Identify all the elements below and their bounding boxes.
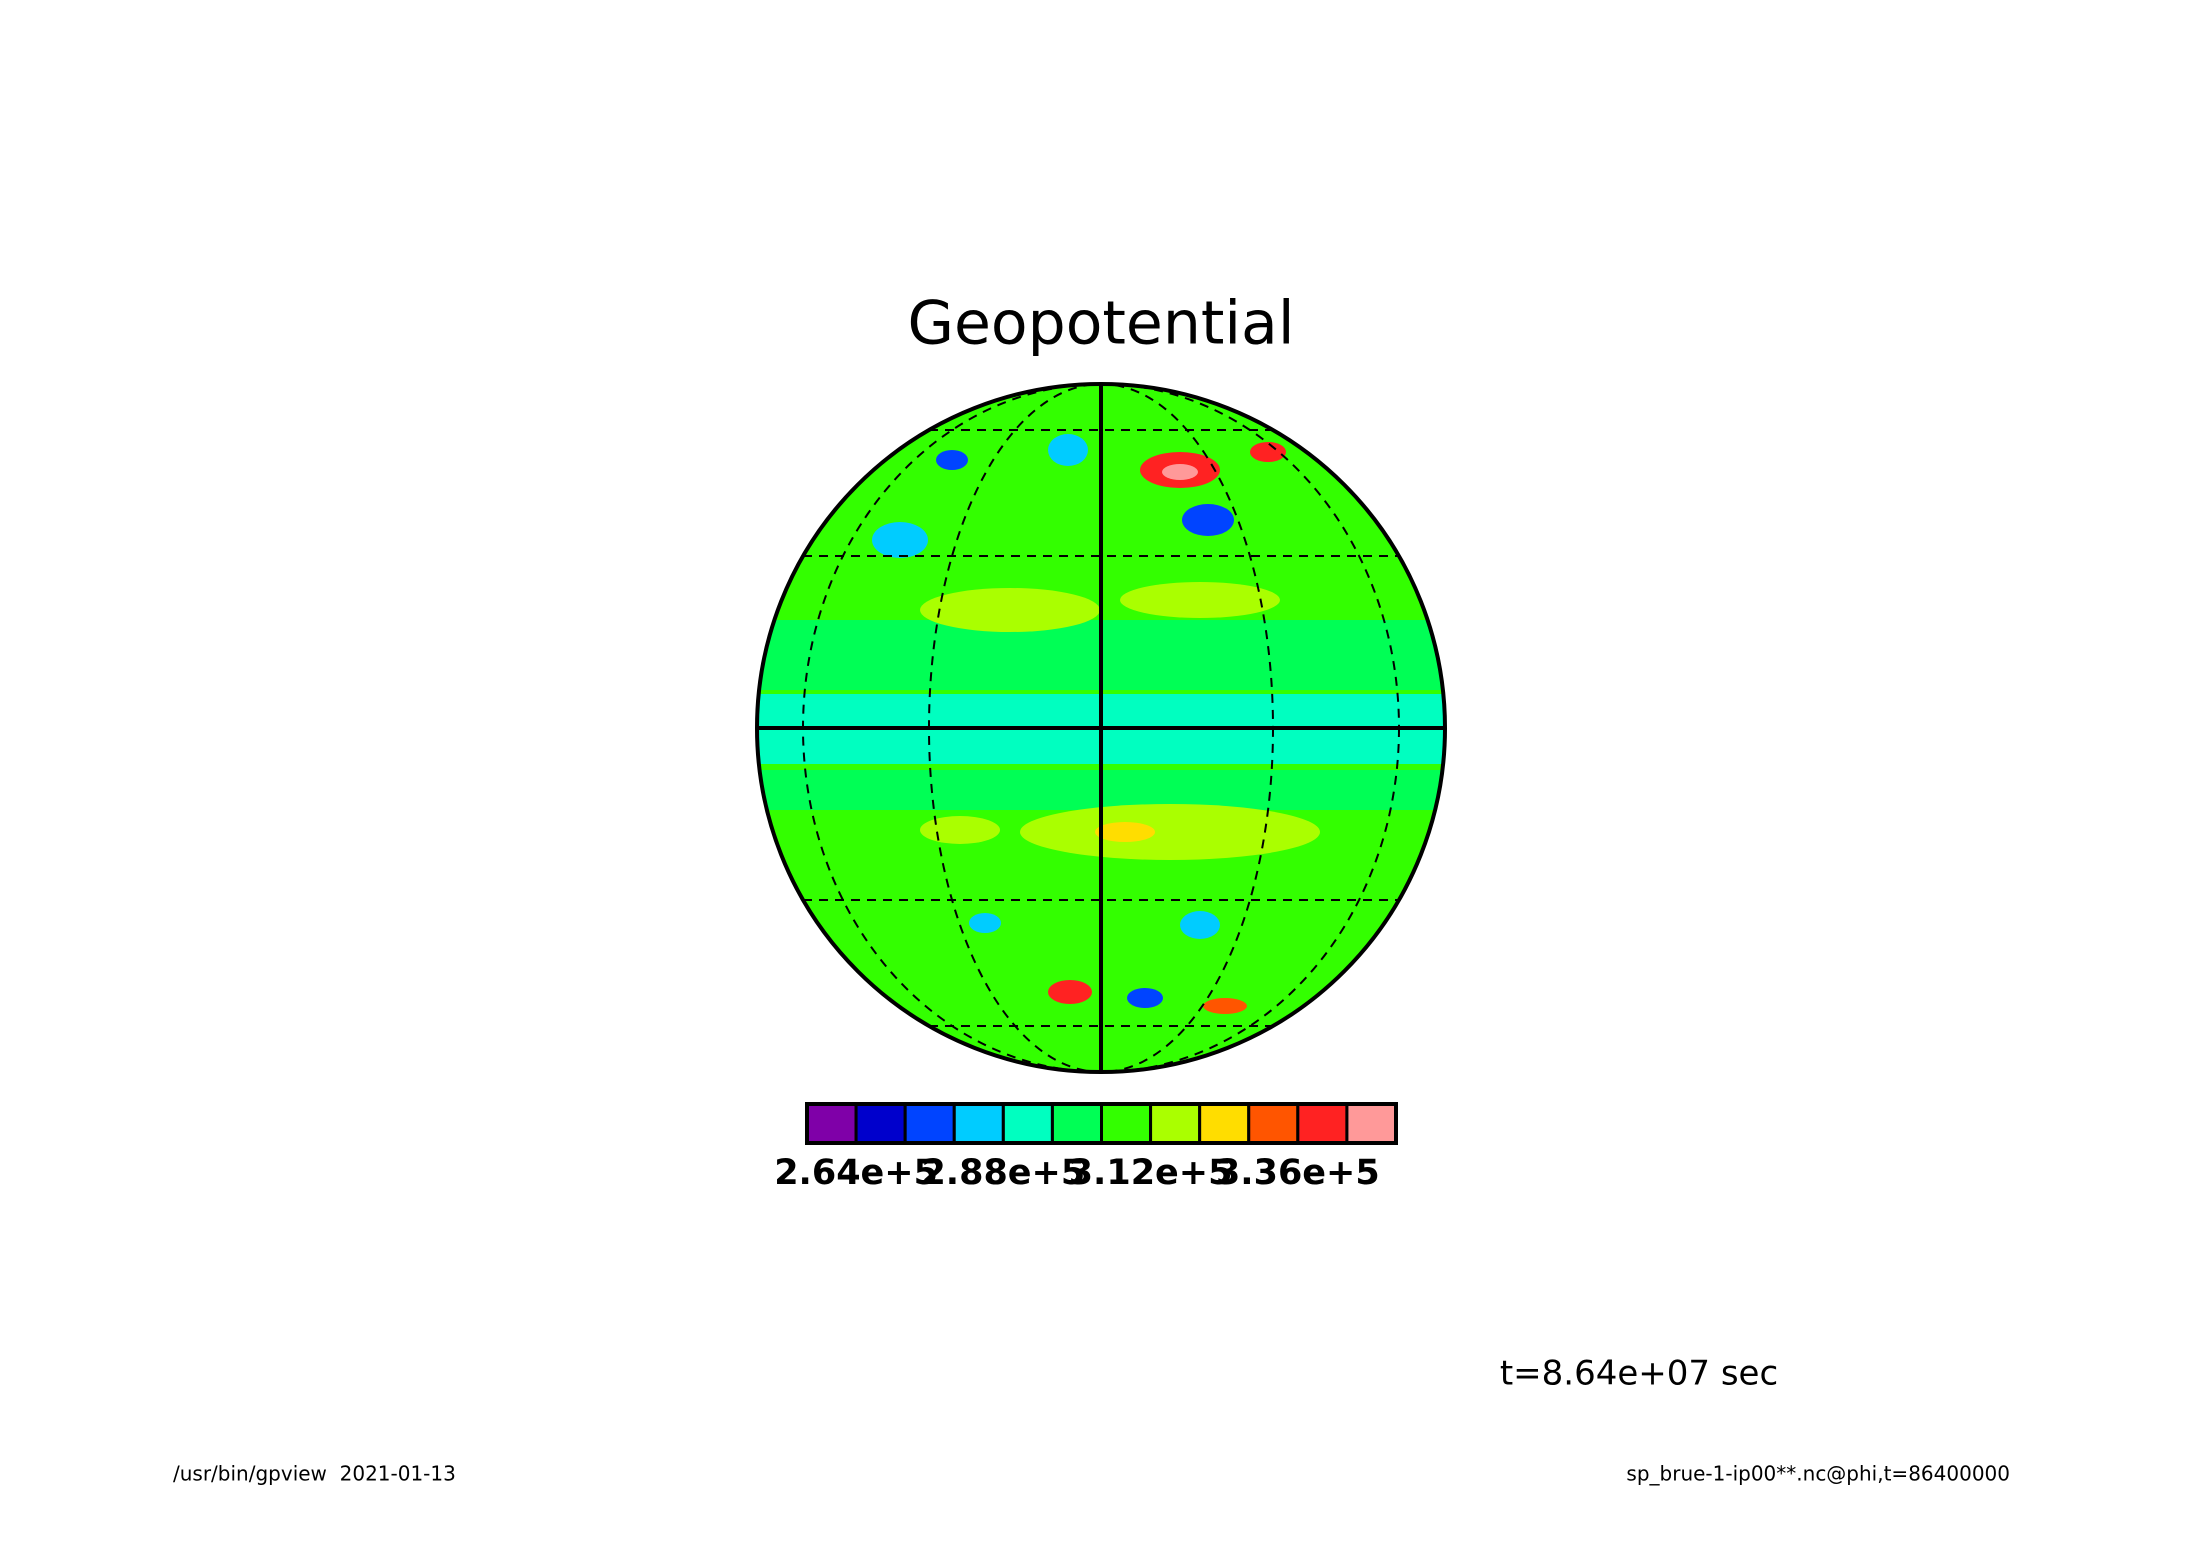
field-patch [1203,998,1247,1014]
footer-right: sp_brue-1-ip00**.nc@phi,t=86400000 [1626,1462,2010,1486]
field-patch [920,588,1100,632]
graticule [755,382,1447,1074]
field-patch [1020,804,1320,860]
color-box [1296,1102,1349,1145]
color-box [1050,1102,1103,1145]
field-patch [1048,980,1092,1004]
color-box [952,1102,1005,1145]
color-box [903,1102,956,1145]
field-patch [872,522,928,558]
color-box [1345,1102,1398,1145]
colorbar-tick-label: 3.36e+5 [1216,1153,1380,1193]
colorbar-tick-label: 2.88e+5 [921,1153,1085,1193]
field-patch [1182,504,1234,536]
field-patch [1095,822,1155,842]
field-patch [1250,442,1286,462]
color-box [1198,1102,1251,1145]
title: Geopotential [907,289,1294,359]
field-patch [920,816,1000,844]
field-patch [969,913,1001,933]
colorbar-frame [805,1102,1398,1145]
globe-outline [755,382,1447,1074]
color-box [1001,1102,1054,1145]
color-box [1149,1102,1202,1145]
color-box [854,1102,907,1145]
footer-left: /usr/bin/gpview 2021-01-13 [173,1462,456,1486]
color-box [1100,1102,1153,1145]
field-patch [1048,434,1088,466]
color-box [1247,1102,1300,1145]
color-box [805,1102,858,1145]
field-patch [1162,464,1198,480]
colorbar-tick-label: 2.64e+5 [774,1153,938,1193]
colorbar: 2.64e+52.88e+53.12e+53.36e+5 [774,1102,1398,1193]
field-patch [1127,988,1163,1008]
time-label: t=8.64e+07 sec [1500,1354,1778,1394]
field-patch [1180,911,1220,939]
field-patch [936,450,968,470]
colorbar-tick-label: 3.12e+5 [1069,1153,1233,1193]
field-patch [1120,582,1280,618]
